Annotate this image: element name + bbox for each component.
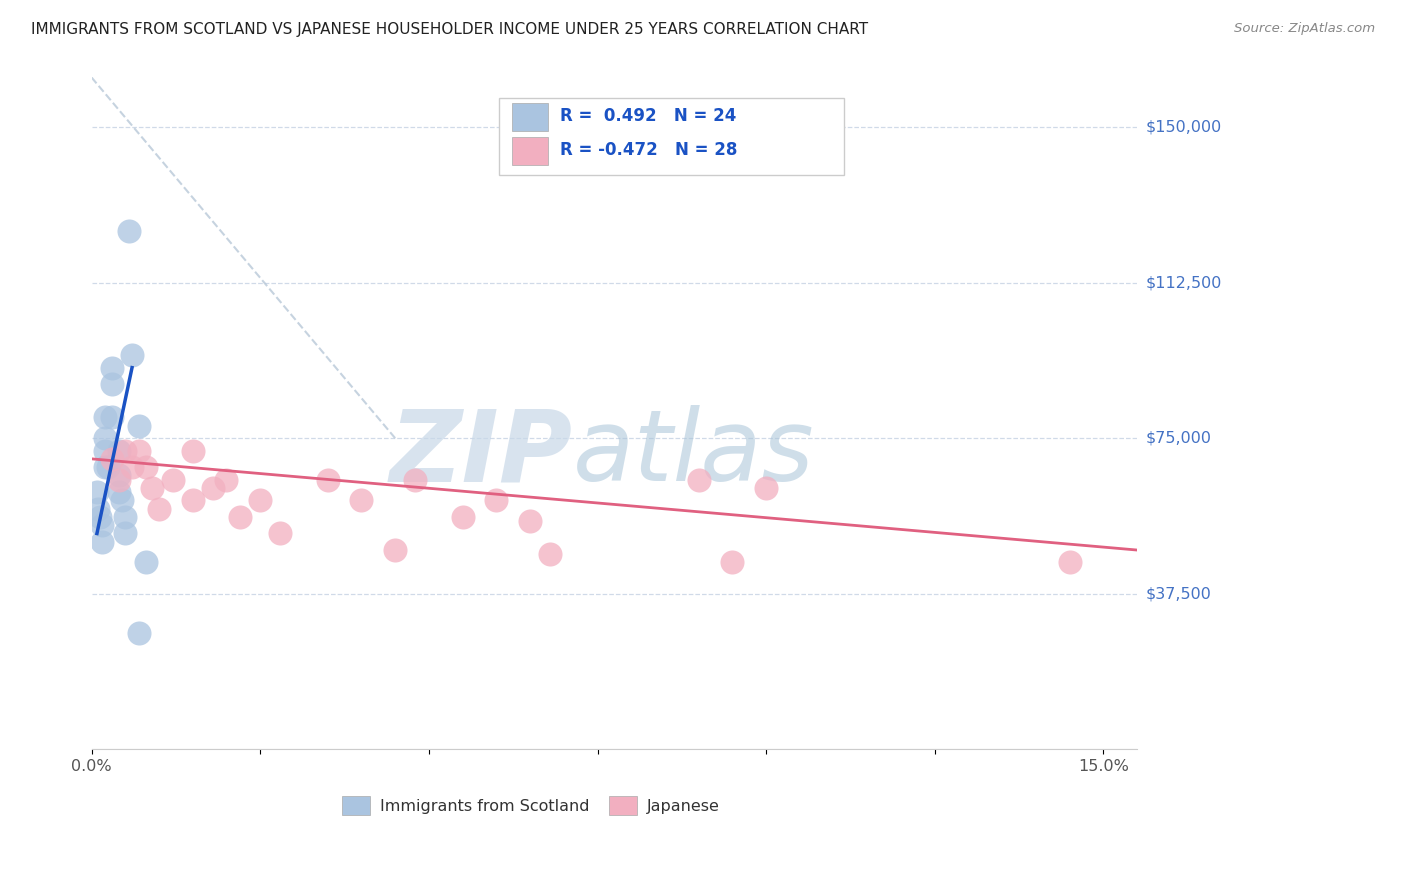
Point: [118, 224, 141, 238]
Point: [101, 410, 124, 425]
Point: [111, 493, 134, 508]
Point: [350, 493, 373, 508]
Point: [101, 377, 124, 392]
Point: [128, 418, 150, 433]
Point: [94, 460, 117, 475]
Point: [107, 473, 129, 487]
Text: atlas: atlas: [572, 405, 814, 502]
Legend: Immigrants from Scotland, Japanese: Immigrants from Scotland, Japanese: [335, 789, 727, 822]
Point: [89, 509, 111, 524]
Text: IMMIGRANTS FROM SCOTLAND VS JAPANESE HOUSEHOLDER INCOME UNDER 25 YEARS CORRELATI: IMMIGRANTS FROM SCOTLAND VS JAPANESE HOU…: [31, 22, 868, 37]
Point: [90, 534, 112, 549]
Point: [94, 443, 117, 458]
Point: [181, 493, 204, 508]
Point: [87, 501, 110, 516]
Point: [316, 473, 339, 487]
Text: R = -0.472   N = 28: R = -0.472 N = 28: [560, 141, 737, 159]
Point: [94, 410, 117, 425]
Point: [384, 543, 406, 558]
Point: [134, 460, 156, 475]
Point: [215, 473, 238, 487]
Point: [538, 547, 561, 561]
Point: [269, 526, 291, 541]
Point: [107, 468, 129, 483]
FancyBboxPatch shape: [512, 103, 548, 131]
Point: [134, 556, 156, 570]
Text: ZIP: ZIP: [389, 405, 572, 502]
Point: [249, 493, 271, 508]
Point: [86, 485, 108, 500]
Point: [162, 473, 184, 487]
Point: [688, 473, 710, 487]
Point: [755, 481, 778, 495]
Point: [141, 481, 163, 495]
Point: [181, 443, 204, 458]
Point: [114, 526, 136, 541]
Point: [90, 518, 112, 533]
Point: [101, 451, 124, 466]
Text: Source: ZipAtlas.com: Source: ZipAtlas.com: [1234, 22, 1375, 36]
Point: [114, 443, 136, 458]
Point: [94, 431, 117, 445]
Point: [519, 514, 541, 528]
Point: [121, 348, 143, 362]
Text: $37,500: $37,500: [1146, 586, 1212, 601]
Point: [721, 556, 744, 570]
Point: [148, 501, 170, 516]
Point: [107, 485, 129, 500]
Point: [128, 443, 150, 458]
FancyBboxPatch shape: [499, 97, 845, 175]
Point: [201, 481, 224, 495]
Text: $75,000: $75,000: [1146, 431, 1212, 446]
Point: [451, 509, 474, 524]
Point: [114, 509, 136, 524]
Point: [107, 443, 129, 458]
Point: [97, 460, 120, 475]
FancyBboxPatch shape: [512, 136, 548, 165]
Point: [229, 509, 252, 524]
Point: [485, 493, 508, 508]
Text: $112,500: $112,500: [1146, 275, 1222, 290]
Point: [128, 626, 150, 640]
Point: [404, 473, 426, 487]
Text: R =  0.492   N = 24: R = 0.492 N = 24: [560, 107, 737, 126]
Point: [1059, 556, 1081, 570]
Text: $150,000: $150,000: [1146, 120, 1222, 135]
Point: [121, 460, 143, 475]
Point: [101, 360, 124, 375]
